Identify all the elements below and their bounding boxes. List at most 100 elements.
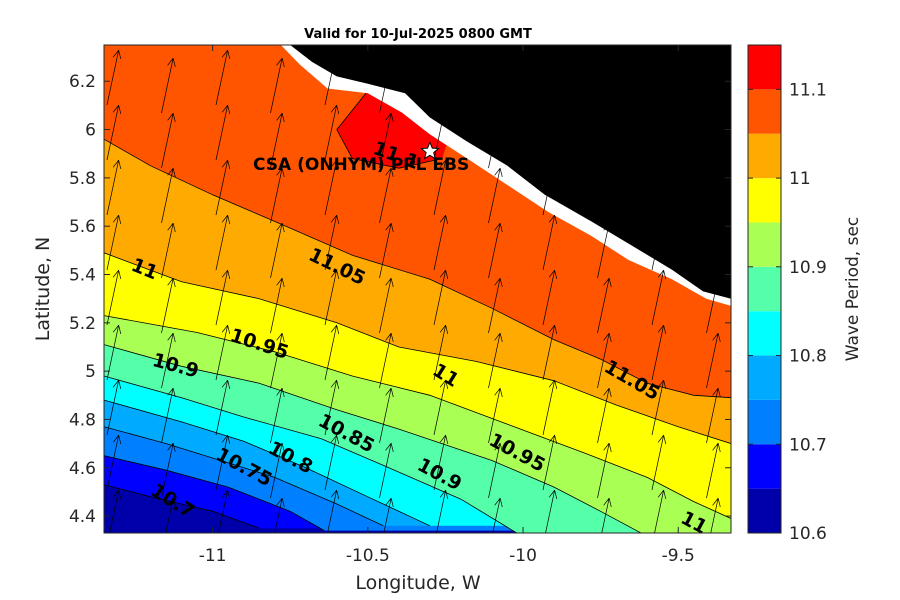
wave-arrow bbox=[433, 50, 449, 106]
wave-arrow bbox=[433, 325, 449, 381]
contour-line-10.85 bbox=[104, 375, 518, 533]
wave-arrow bbox=[707, 553, 721, 600]
wave-arrow bbox=[542, 160, 558, 216]
wave-arrow bbox=[379, 58, 394, 114]
wave-arrow bbox=[598, 553, 612, 600]
wave-arrow bbox=[542, 435, 558, 491]
wave-arrow bbox=[324, 325, 340, 381]
colorbar-swatch bbox=[748, 133, 781, 179]
wave-arrow bbox=[379, 223, 394, 279]
wave-arrow bbox=[488, 388, 503, 444]
wave-arrow bbox=[270, 388, 285, 444]
wave-arrow bbox=[651, 270, 667, 326]
contour-line-10.8 bbox=[104, 399, 431, 527]
wave-arrow bbox=[706, 333, 721, 389]
wave-arrow bbox=[545, 490, 558, 533]
wave-arrow bbox=[215, 270, 231, 326]
contour-line-11 bbox=[104, 252, 731, 444]
contour-line-11.1 bbox=[336, 90, 443, 169]
wave-arrow bbox=[324, 105, 340, 161]
x-tick-label: -10.5 bbox=[346, 546, 390, 566]
wave-arrow bbox=[270, 168, 285, 224]
wave-arrow bbox=[270, 223, 285, 279]
wave-arrow bbox=[651, 435, 667, 491]
wave-arrow bbox=[706, 443, 721, 499]
wave-arrow bbox=[109, 490, 122, 533]
wave-arrow bbox=[324, 380, 340, 436]
wave-arrow bbox=[654, 490, 667, 533]
chart-title: Valid for 10-Jul-2025 0800 GMT bbox=[304, 27, 532, 42]
wave-arrow bbox=[215, 435, 231, 491]
wave-arrow bbox=[542, 380, 558, 436]
wave-arrow bbox=[270, 58, 285, 114]
contour-line-10.65 bbox=[104, 484, 260, 529]
wave-arrow bbox=[597, 278, 612, 334]
contour-line-10.7 bbox=[104, 455, 325, 531]
colorbar-swatch bbox=[748, 89, 781, 134]
wave-arrow bbox=[601, 498, 612, 533]
wave-arrow bbox=[379, 113, 394, 169]
wave-arrow bbox=[215, 160, 231, 216]
contour-lines bbox=[104, 90, 731, 533]
wave-arrow bbox=[433, 435, 449, 491]
wave-arrow bbox=[706, 113, 721, 169]
station-marker: CSA (ONHYM) PPL EBS bbox=[253, 140, 469, 175]
y-axis-ticks: 4.4 4.6 4.8 5 5.2 5.4 5.6 5.8 6 6.2 bbox=[69, 72, 731, 527]
wave-arrow bbox=[324, 160, 340, 216]
wave-arrow bbox=[436, 490, 449, 533]
wave-arrow bbox=[597, 168, 612, 224]
wave-arrow bbox=[270, 443, 285, 499]
wave-arrow bbox=[379, 278, 394, 334]
contour-line-11.05 bbox=[104, 138, 731, 399]
wave-arrow bbox=[433, 215, 449, 271]
wave-arrow bbox=[324, 435, 340, 491]
contour-line-10.9 bbox=[104, 344, 642, 533]
colorbar-swatch bbox=[748, 45, 781, 90]
wave-arrow bbox=[433, 270, 449, 326]
wave-arrow bbox=[161, 443, 176, 499]
wave-arrow bbox=[383, 498, 394, 533]
wave-arrow bbox=[651, 50, 667, 106]
wave-arrow bbox=[161, 278, 176, 334]
wave-arrow bbox=[215, 325, 231, 381]
wave-arrow bbox=[379, 168, 394, 224]
wave-arrow bbox=[107, 545, 121, 600]
x-tick-label: -10 bbox=[509, 546, 537, 566]
wave-arrow bbox=[165, 498, 176, 533]
x-axis-label: Longitude, W bbox=[355, 572, 481, 594]
wave-arrow bbox=[488, 333, 503, 389]
wave-arrow bbox=[597, 388, 612, 444]
wave-arrow bbox=[161, 333, 176, 389]
wave-arrow bbox=[488, 278, 503, 334]
y-tick-label: 5.6 bbox=[69, 217, 96, 237]
wave-arrow bbox=[597, 223, 612, 279]
wave-arrow bbox=[106, 270, 122, 326]
y-tick-label: 4.6 bbox=[69, 459, 96, 479]
wave-arrow bbox=[215, 105, 231, 161]
wave-arrow bbox=[379, 443, 394, 499]
wave-arrow bbox=[433, 380, 449, 436]
wave-arrow bbox=[106, 435, 122, 491]
colorbar-tick-label: 10.8 bbox=[789, 347, 827, 367]
colorbar: 10.6 10.7 10.8 10.9 11 11.1 bbox=[747, 44, 827, 544]
wave-arrow bbox=[492, 498, 503, 533]
wave-arrow bbox=[542, 270, 558, 326]
y-tick-label: 4.8 bbox=[69, 410, 96, 430]
land bbox=[290, 45, 731, 299]
colorbar-tick-label: 11 bbox=[789, 169, 811, 189]
wave-arrow bbox=[489, 553, 503, 600]
colorbar-swatch bbox=[748, 311, 781, 356]
coastline bbox=[280, 45, 731, 306]
plot-frame bbox=[103, 44, 732, 534]
wave-arrow bbox=[488, 223, 503, 279]
wave-arrow bbox=[542, 105, 558, 161]
wave-arrow bbox=[542, 325, 558, 381]
wave-arrow bbox=[597, 443, 612, 499]
contour-line-10.95 bbox=[104, 315, 731, 519]
wave-arrow bbox=[706, 58, 721, 114]
wave-arrow bbox=[106, 105, 122, 161]
y-tick-label: 5.2 bbox=[69, 314, 96, 334]
y-tick-label: 4.4 bbox=[69, 507, 96, 527]
wave-arrow bbox=[488, 113, 503, 169]
